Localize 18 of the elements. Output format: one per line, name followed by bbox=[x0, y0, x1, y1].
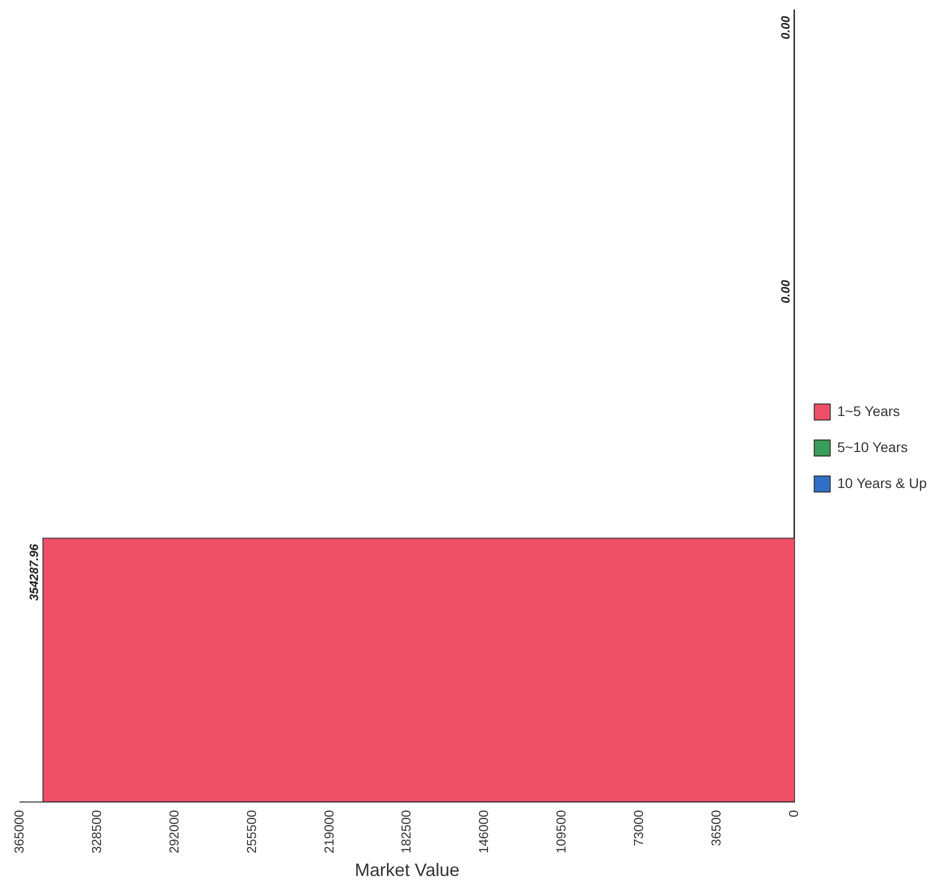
x-tick-label: 109500 bbox=[554, 810, 569, 854]
data-label: 354287.96 bbox=[27, 544, 42, 601]
legend-label: 10 Years & Up bbox=[837, 474, 927, 491]
x-tick-label: 73000 bbox=[630, 810, 646, 846]
x-axis-title: Market Value bbox=[354, 860, 460, 880]
x-tick-label: 292000 bbox=[166, 810, 182, 854]
x-tick-label: 219000 bbox=[321, 810, 336, 854]
data-label: 0.00 bbox=[778, 280, 793, 304]
legend-label: 5~10 Years bbox=[837, 438, 908, 455]
x-tick-label: 0 bbox=[786, 810, 801, 818]
legend-label: 1~5 Years bbox=[837, 402, 900, 419]
x-tick-label: 255500 bbox=[244, 810, 259, 854]
x-tick-label: 36500 bbox=[708, 810, 724, 846]
data-label: 0.00 bbox=[778, 16, 793, 40]
x-tick-label: 365000 bbox=[12, 810, 27, 854]
x-tick-label: 146000 bbox=[476, 810, 492, 854]
x-tick-label: 182500 bbox=[398, 810, 414, 854]
x-tick-label: 328500 bbox=[89, 810, 104, 854]
